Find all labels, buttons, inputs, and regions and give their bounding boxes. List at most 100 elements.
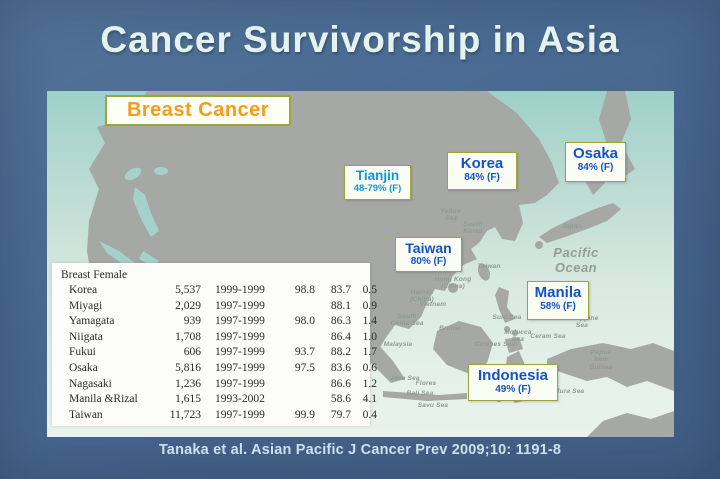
cell-v2: 58.6 [330,393,351,406]
city-label-manila: Manila 58% (F) [527,281,589,320]
table-row: Manila &Rizal 1,615 1993-2002 58.6 4.1 [61,392,377,408]
table-row: Miyagi 2,029 1997-1999 88.1 0.9 [61,299,377,315]
geo-label-bali-sea: Bali Sea [406,390,434,397]
map-land-kamchatka [599,91,635,179]
cell-v3: 0.6 [362,361,377,374]
cell-v1: 93.7 [294,346,315,359]
survival-table: Breast Female Korea 5,537 1999-1999 98.8… [52,263,377,426]
cell-n: 1,236 [175,377,201,390]
geo-label-malaysia: Malaysia [383,341,413,348]
cell-period: 1993-2002 [215,393,265,406]
geo-label-molucca-sea: Molucca Sea [504,329,532,344]
city-name: Tianjin [355,168,400,183]
cell-site: Niigata [69,330,103,343]
city-name: Taiwan [405,240,452,256]
breast-cancer-label: Breast Cancer [105,95,291,126]
city-survival-value: 84% (F) [464,172,500,183]
table-row: Niigata 1,708 1997-1999 86.4 1.0 [61,330,377,346]
cell-n: 606 [183,346,201,359]
cell-v3: 1.4 [362,315,377,328]
cell-site: Yamagata [69,315,115,328]
city-survival-value: 80% (F) [410,256,447,267]
cell-site: Taiwan [69,408,103,421]
city-name: Korea [460,155,504,172]
cell-period: 1997-1999 [215,330,265,343]
cell-v2: 88.2 [330,346,351,359]
page-title: Cancer Survivorship in Asia [100,19,620,60]
cell-v1: 98.8 [294,284,315,296]
table-row: Osaka 5,816 1997-1999 97.5 83.6 0.6 [61,361,377,377]
cell-site: Fukui [69,346,96,359]
geo-label-flores: Flores [415,380,437,387]
geo-label-brunei: Brunei [439,325,461,332]
map-caspian-sea [133,187,159,237]
map-land-hainan [448,283,458,293]
geo-label-celebes-sea: Celebes Sea [474,341,516,348]
cell-period: 1997-1999 [215,408,265,421]
cell-period: 1999-1999 [215,284,265,296]
geo-label-java-sea: Java Sea [390,375,420,382]
city-name: Osaka [572,145,619,162]
table-row: Fukui 606 1997-1999 93.7 88.2 1.7 [61,345,377,361]
cell-n: 5,816 [175,361,201,374]
city-label-indonesia: Indonesia 49% (F) [468,364,558,401]
map-land-visayas [504,326,510,332]
city-name: Manila [534,284,582,301]
city-label-osaka: Osaka 84% (F) [565,142,626,182]
city-survival-value: 84% (F) [577,162,614,173]
cell-v1: 99.9 [294,408,315,421]
cell-v1 [275,299,315,315]
geo-label-vietnam: Vietnam [419,301,447,308]
geo-label-south-korea: South Korea [463,221,483,236]
map-land-visayas [512,330,518,336]
geo-label-yellow-sea: Yellow Sea [440,208,462,223]
cell-n: 1,708 [175,330,201,343]
geo-label-papua-new-guinea: Papua New Guinea [589,349,613,371]
cell-n: 939 [183,315,201,328]
cell-v2: 86.4 [330,330,351,343]
citation: Tanaka et al. Asian Pacific J Cancer Pre… [158,442,562,458]
cell-v1 [275,377,315,393]
map-lake [124,167,142,181]
cell-period: 1997-1999 [215,377,265,390]
cell-v2: 86.6 [330,377,351,390]
geo-label-sulu-sea: Sulu Sea [492,314,522,321]
cell-site: Nagasaki [69,377,112,390]
map-land-kyushu [535,241,543,249]
cell-v2: 79.7 [330,408,351,421]
map-land-taiwan [477,263,491,281]
city-name: Indonesia [477,367,548,384]
cell-n: 11,723 [169,408,201,421]
cell-v3: 0.9 [362,299,377,312]
cell-v2: 83.6 [330,361,351,374]
geo-label-hong-kong: Hong Kong (China) [434,276,472,291]
geo-label-ceram-sea: Ceram Sea [530,333,566,340]
city-label-korea: Korea 84% (F) [447,152,517,190]
city-survival-value: 58% (F) [540,301,576,312]
cell-v2: 88.1 [330,299,351,312]
cell-v3: 0.5 [362,284,377,296]
map-land-new-guinea [547,343,674,391]
map-lake [154,167,168,175]
cell-v2: 83.7 [330,284,351,296]
city-label-tianjin: Tianjin 48-79% (F) [344,165,411,200]
geo-label-south-china-sea: South China Sea [390,313,424,328]
geo-label-japan: Japan [562,223,582,230]
table-row: Taiwan 11,723 1997-1999 99.9 79.7 0.4 [61,408,377,424]
cell-v3: 1.2 [362,377,377,390]
cell-v3: 4.1 [362,393,377,406]
geo-label-savu-sea: Savu Sea [417,402,449,409]
cell-site: Manila &Rizal [69,393,138,406]
cell-period: 1997-1999 [215,346,265,359]
table-row: Nagasaki 1,236 1997-1999 86.6 1.2 [61,377,377,393]
geo-label-pacific-ocean: Pacific Ocean [553,245,599,275]
cell-site: Osaka [69,361,98,374]
map-land-luzon [495,287,515,323]
geo-label-hainan: Hainan (China) [410,289,434,304]
geo-label-taiwan: Taiwan [477,263,501,270]
city-survival-value: 49% (F) [495,384,531,395]
table-row: Yamagata 939 1997-1999 98.0 86.3 1.4 [61,314,377,330]
cell-period: 1997-1999 [215,299,265,312]
cell-n: 5,537 [175,284,201,296]
cell-v1: 98.0 [294,315,315,328]
